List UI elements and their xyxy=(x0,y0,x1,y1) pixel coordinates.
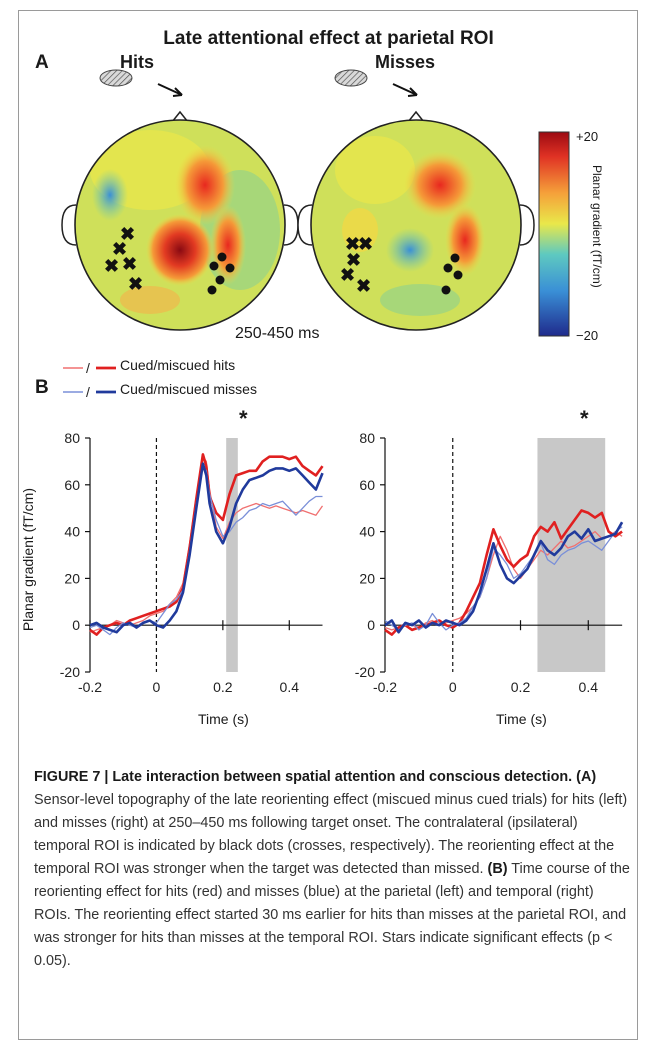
significance-window xyxy=(226,438,238,672)
svg-text:✖: ✖ xyxy=(346,250,361,270)
significance-window xyxy=(537,438,606,672)
series-line xyxy=(384,521,624,634)
caption-a-marker: (A) xyxy=(576,769,597,785)
y-tick-label: 40 xyxy=(359,524,375,540)
timecourse-charts: -20 0 20 40 60 80 -0.2 0 0.2 0.4 -20 0 20 40 60 80 -0.2 0… xyxy=(60,430,624,695)
caption-b-text: Time course of the reorienting effect fo… xyxy=(34,861,630,969)
svg-text:✖: ✖ xyxy=(120,224,135,244)
y-tick-label: -20 xyxy=(355,664,375,680)
y-tick-label: 20 xyxy=(64,570,80,586)
panel-a-label: A xyxy=(35,52,49,73)
significance-star: * xyxy=(580,406,589,431)
svg-text:✖: ✖ xyxy=(356,276,371,296)
x-tick-label: -0.2 xyxy=(373,679,397,695)
x-tick-label: 0 xyxy=(153,679,161,695)
svg-text:✖: ✖ xyxy=(122,254,137,274)
legend-separator: / xyxy=(86,360,90,376)
x-tick-label: 0.2 xyxy=(213,679,233,695)
x-tick-label: 0.4 xyxy=(280,679,300,695)
legend-separator: / xyxy=(86,384,90,400)
colorbar-title: Planar gradient (fT/cm) xyxy=(590,165,604,288)
series-line xyxy=(89,462,324,634)
series-line xyxy=(89,453,324,636)
svg-text:✖: ✖ xyxy=(358,234,373,254)
svg-text:✖: ✖ xyxy=(345,234,360,254)
hatched-oval-icon xyxy=(334,69,368,87)
colorbar-max-label: +20 xyxy=(576,129,599,144)
misses-topography: ✖ ✖ ✖ ✖ ✖ xyxy=(297,69,535,331)
caption-title: FIGURE 7 | Late interaction between spat… xyxy=(34,769,573,785)
legend-swatches: / / xyxy=(63,360,116,400)
svg-text:✖: ✖ xyxy=(340,265,355,285)
misses-title: Misses xyxy=(375,52,436,72)
colorbar xyxy=(538,131,570,337)
svg-text:✖: ✖ xyxy=(104,256,119,276)
right-ear-icon xyxy=(519,204,535,246)
x-tick-label: 0 xyxy=(449,679,457,695)
arrow-icon xyxy=(172,87,183,97)
y-tick-label: 80 xyxy=(359,430,375,446)
time-window-label: 250-450 ms xyxy=(235,325,320,342)
x-tick-label: 0.4 xyxy=(579,679,599,695)
x-axis-title-right: Time (s) xyxy=(496,711,547,727)
hits-title: Hits xyxy=(120,52,155,72)
hits-topography: ✖ ✖ ✖ ✖ ✖ xyxy=(61,69,299,331)
svg-text:✖: ✖ xyxy=(112,239,127,259)
caption-b-marker: (B) xyxy=(487,861,508,877)
hatched-oval-icon xyxy=(99,69,133,87)
y-tick-label: 20 xyxy=(359,570,375,586)
arrow-icon xyxy=(407,87,418,97)
figure-title: Late attentional effect at parietal ROI xyxy=(163,28,494,49)
y-tick-label: 40 xyxy=(64,524,80,540)
svg-text:✖: ✖ xyxy=(128,274,143,294)
legend-label-hits: Cued/miscued hits xyxy=(120,357,236,373)
x-tick-label: -0.2 xyxy=(78,679,102,695)
left-ear-icon xyxy=(61,204,77,246)
y-tick-label: 0 xyxy=(72,617,80,633)
panel-b-label: B xyxy=(35,377,49,398)
series-line xyxy=(89,465,323,636)
figure-caption: FIGURE 7 | Late interaction between spat… xyxy=(34,766,630,973)
topography-maps: ✖ ✖ ✖ ✖ ✖ ✖ ✖ ✖ ✖ ✖ xyxy=(61,69,570,337)
figure-border xyxy=(18,10,638,1040)
colorbar-min-label: −20 xyxy=(576,328,599,343)
x-axis-title-left: Time (s) xyxy=(198,711,249,727)
y-tick-label: 60 xyxy=(359,477,375,493)
series-line xyxy=(384,530,623,631)
caption-a-text: Sensor-level topography of the late reor… xyxy=(34,792,628,877)
y-tick-label: 0 xyxy=(367,617,375,633)
left-ear-icon xyxy=(297,204,313,246)
y-tick-label: 60 xyxy=(64,477,80,493)
y-tick-label: 80 xyxy=(64,430,80,446)
legend-label-misses: Cued/miscued misses xyxy=(120,381,257,397)
y-tick-label: -20 xyxy=(60,664,80,680)
x-tick-label: 0.2 xyxy=(511,679,531,695)
significance-star: * xyxy=(239,406,248,431)
